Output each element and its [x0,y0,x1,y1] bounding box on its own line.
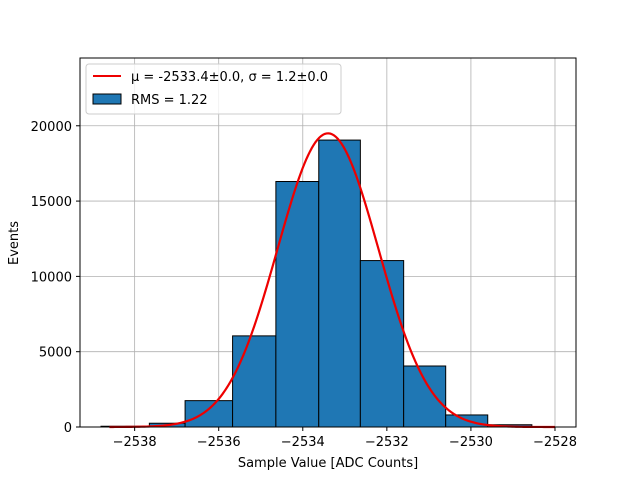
plot-frame [79,57,577,428]
histogram-bars [100,139,533,428]
y-tick-label: 10000 [31,270,72,285]
y-tick-label: 20000 [31,120,72,135]
axes-frame [79,57,577,428]
legend-fit-label: μ = -2533.4±0.0, σ = 1.2±0.0 [131,70,328,85]
x-axis-label: Sample Value [ADC Counts] [238,456,418,471]
x-tick-label: −2528 [533,435,577,450]
histogram-bar [318,139,361,428]
histogram-bar [232,335,277,428]
x-tick-label: −2532 [365,435,409,450]
gaussian-fit [109,132,555,429]
histogram-bar [184,400,234,428]
histogram-bar [403,365,447,428]
x-tick-label: −2530 [449,435,493,450]
y-tick-label: 0 [64,421,72,436]
histogram-bar [275,181,320,428]
legend-box [85,63,342,115]
y-tick-label: 15000 [31,195,72,210]
y-tick-label: 5000 [39,346,72,361]
legend: μ = -2533.4±0.0, σ = 1.2±0.0 RMS = 1.22 [85,63,342,115]
x-tick-label: −2534 [281,435,325,450]
x-tick-label: −2536 [197,435,241,450]
legend-rms-label: RMS = 1.22 [131,93,208,108]
y-axis-label: Events [7,221,22,265]
legend-rms-swatch [92,93,122,105]
x-tick-label: −2538 [113,435,157,450]
y-axis-ticks: 0 5000 10000 15000 20000 [31,120,80,436]
gaussian-fit-curve [109,132,555,429]
x-axis-ticks: −2538 −2536 −2534 −2532 −2530 −2528 [113,427,577,450]
histogram-bar [359,260,405,428]
